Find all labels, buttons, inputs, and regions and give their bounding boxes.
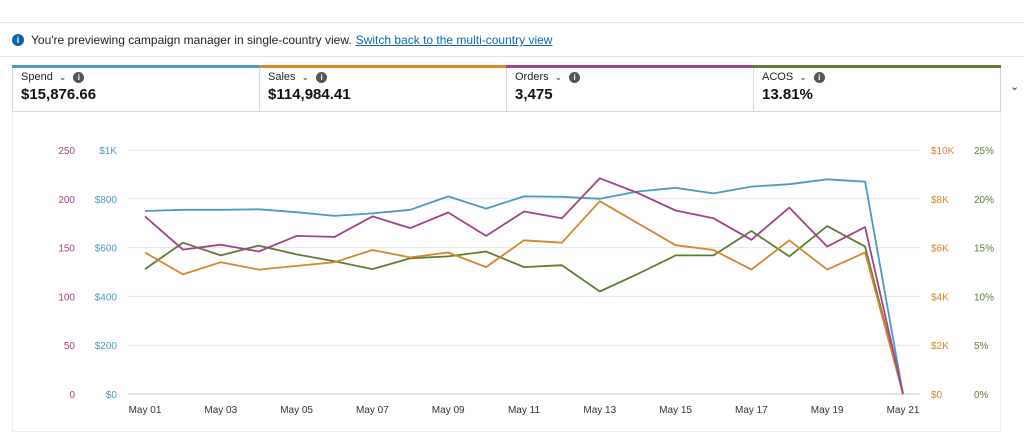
- x-tick-label: May 19: [811, 405, 844, 416]
- metric-tile-sales[interactable]: Sales ⌄ i $114,984.41: [259, 65, 507, 111]
- y-tick-label: $2K: [931, 341, 949, 352]
- y-tick-label: $800: [95, 195, 118, 206]
- x-tick-label: May 15: [659, 405, 692, 416]
- y-tick-label: $0: [106, 390, 118, 401]
- info-icon: i: [12, 34, 24, 46]
- y-tick-label: 5%: [974, 341, 989, 352]
- info-icon[interactable]: i: [813, 71, 825, 83]
- y-tick-label: $400: [95, 292, 118, 303]
- metric-color-bar: [506, 65, 754, 68]
- y-tick-label: $0: [931, 390, 943, 401]
- x-tick-label: May 13: [583, 405, 616, 416]
- y-tick-label: 10%: [974, 292, 994, 303]
- metric-tile-acos[interactable]: ACOS ⌄ i 13.81%: [753, 65, 1001, 111]
- metric-value: $15,876.66: [21, 86, 97, 103]
- series-line-orders: [144, 177, 904, 395]
- banner-text: You're previewing campaign manager in si…: [31, 33, 352, 47]
- metric-value: 3,475: [515, 86, 553, 103]
- chevron-down-icon[interactable]: ⌄: [301, 71, 310, 82]
- y-tick-label: $1K: [99, 146, 117, 157]
- y-tick-label: 20%: [974, 195, 994, 206]
- info-icon[interactable]: i: [73, 71, 85, 83]
- chevron-down-icon[interactable]: ⌄: [799, 71, 807, 82]
- y-tick-label: 50: [64, 341, 76, 352]
- x-tick-label: May 07: [356, 405, 389, 416]
- expand-chevron-icon[interactable]: ⌄: [1010, 81, 1020, 93]
- banner-divider: [0, 56, 1024, 57]
- switch-view-link[interactable]: Switch back to the multi-country view: [355, 33, 553, 47]
- y-tick-label: $600: [95, 244, 118, 255]
- series-line-sales: [144, 200, 904, 395]
- y-tick-label: 100: [58, 292, 75, 303]
- x-tick-label: May 09: [432, 405, 465, 416]
- chevron-down-icon[interactable]: ⌄: [58, 71, 67, 82]
- y-tick-label: $8K: [931, 195, 949, 206]
- metric-color-bar: [259, 65, 507, 68]
- series-line-acos: [144, 225, 904, 395]
- x-tick-label: May 21: [887, 405, 920, 416]
- metric-value: 13.81%: [762, 86, 813, 103]
- y-tick-label: $4K: [931, 292, 949, 303]
- x-tick-label: May 01: [129, 405, 162, 416]
- x-tick-label: May 11: [508, 405, 540, 416]
- top-divider: [0, 22, 1024, 23]
- preview-banner: i You're previewing campaign manager in …: [12, 30, 552, 50]
- metric-label: Orders: [515, 71, 549, 83]
- metric-label: Sales: [268, 71, 296, 83]
- metric-color-bar: [753, 65, 1001, 68]
- y-tick-label: 0%: [974, 390, 989, 401]
- y-tick-label: 150: [58, 244, 75, 255]
- metric-tile-orders[interactable]: Orders ⌄ i 3,475: [506, 65, 754, 111]
- info-icon[interactable]: i: [316, 71, 328, 83]
- info-icon[interactable]: i: [569, 71, 581, 83]
- x-tick-label: May 03: [204, 405, 237, 416]
- metric-tile-spend[interactable]: Spend ⌄ i $15,876.66: [12, 65, 260, 111]
- y-tick-label: 200: [58, 195, 75, 206]
- y-tick-label: $6K: [931, 244, 949, 255]
- metric-label: ACOS: [762, 71, 794, 83]
- chevron-down-icon[interactable]: ⌄: [554, 71, 563, 82]
- x-tick-label: May 05: [280, 405, 313, 416]
- y-tick-label: 25%: [974, 146, 994, 157]
- metric-value: $114,984.41: [268, 86, 351, 103]
- y-tick-label: 0: [69, 390, 75, 401]
- y-tick-label: 15%: [974, 244, 994, 255]
- y-tick-label: 250: [58, 146, 75, 157]
- series-line-spend: [144, 178, 904, 395]
- chart-panel: [12, 112, 1001, 432]
- x-tick-label: May 17: [735, 405, 768, 416]
- metric-tiles: Spend ⌄ i $15,876.66 Sales ⌄ i $114,984.41 O…: [12, 65, 1001, 112]
- metric-color-bar: [12, 65, 260, 68]
- y-tick-label: $10K: [931, 146, 955, 157]
- metric-label: Spend: [21, 71, 53, 83]
- y-tick-label: $200: [95, 341, 118, 352]
